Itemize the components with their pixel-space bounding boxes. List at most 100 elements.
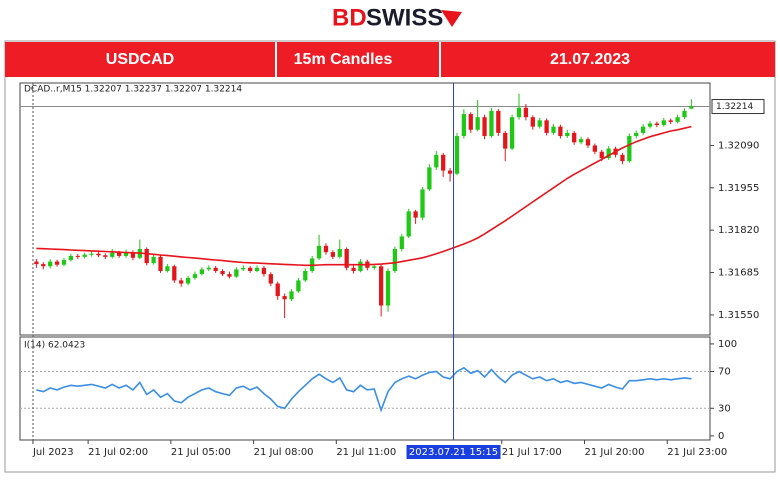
rsi-tick-label: 100 xyxy=(718,339,737,350)
candle-body xyxy=(537,120,542,127)
candle-body xyxy=(296,280,301,292)
candle-body xyxy=(661,120,666,126)
candle-body xyxy=(551,126,556,133)
x-tick-label: 21 Jul 11:00 xyxy=(336,447,396,458)
candle-body xyxy=(689,106,694,109)
candle-body xyxy=(413,211,418,218)
candle-body xyxy=(261,267,267,275)
candle-body xyxy=(54,261,60,265)
candle-body xyxy=(627,136,632,162)
candle-body xyxy=(516,107,522,118)
candle-body xyxy=(578,139,584,143)
candle-body xyxy=(475,117,480,130)
candle-body xyxy=(158,256,163,271)
y-tick-label: 1.31685 xyxy=(718,268,759,279)
candle-body xyxy=(599,151,604,159)
rsi-line xyxy=(36,366,692,413)
candle-body xyxy=(192,274,198,278)
candle-body xyxy=(592,145,597,152)
candle-body xyxy=(34,261,39,265)
candle-body xyxy=(41,264,46,267)
candle-body xyxy=(130,252,136,258)
candle-body xyxy=(234,269,239,277)
x-tick-label: Jul 2023 xyxy=(32,447,74,458)
candle-body xyxy=(248,267,253,271)
candle-body xyxy=(289,291,294,300)
logo-swiss: SWISS xyxy=(366,4,443,31)
candle-body xyxy=(565,132,570,137)
candle-body xyxy=(117,252,122,256)
logo-arrow xyxy=(441,10,462,27)
x-tick-label: 21 Jul 20:00 xyxy=(585,447,645,458)
header-timeframe: 15m Candles xyxy=(294,51,393,68)
candle-body xyxy=(654,123,660,126)
candle-body xyxy=(199,269,205,275)
candle-body xyxy=(647,123,653,127)
y-tick-label: 1.32090 xyxy=(718,140,759,151)
rsi-label: I(14) 62.0423 xyxy=(24,341,85,351)
candle-body xyxy=(351,267,356,271)
crosshair-label: 2023.07.21 15:15 xyxy=(409,447,498,458)
candle-body xyxy=(461,114,467,137)
candle-body xyxy=(337,249,342,257)
candle-body xyxy=(330,252,336,257)
candle-body xyxy=(454,136,460,174)
candle-body xyxy=(544,120,549,133)
candle-body xyxy=(103,255,108,257)
candle-body xyxy=(48,261,53,267)
x-tick-label: 21 Jul 23:00 xyxy=(667,447,727,458)
rsi-tick-label: 30 xyxy=(718,403,731,414)
x-tick-label: 21 Jul 08:00 xyxy=(254,447,314,458)
candle-body xyxy=(558,126,563,137)
candle-body xyxy=(399,236,404,250)
candle-body xyxy=(75,255,80,257)
rsi-tick-label: 0 xyxy=(718,431,724,442)
candle-body xyxy=(640,126,646,133)
candle-body xyxy=(123,252,129,256)
x-tick-label: 21 Jul 17:00 xyxy=(502,447,562,458)
candle-body xyxy=(358,261,363,271)
candle-body xyxy=(406,211,411,237)
symbol-info: DCAD..r,M15 1.32207 1.32237 1.32207 1.32… xyxy=(24,85,242,95)
candle-body xyxy=(447,170,453,174)
candle-body xyxy=(392,249,398,271)
candle-body xyxy=(668,120,673,122)
candle-body xyxy=(606,148,611,159)
candle-body xyxy=(61,259,67,265)
candle-body xyxy=(620,154,625,162)
candle-body xyxy=(441,154,446,171)
candle-body xyxy=(303,270,308,281)
candle-body xyxy=(254,267,260,271)
candle-body xyxy=(434,154,439,168)
candle-body xyxy=(68,255,74,260)
rsi-tick-label: 70 xyxy=(718,366,731,377)
candle-body xyxy=(220,270,225,275)
y-tick-label: 1.31955 xyxy=(718,183,759,194)
candle-body xyxy=(316,245,322,259)
candle-body xyxy=(634,132,639,137)
candle-body xyxy=(509,117,515,149)
last-price-label: 1.32214 xyxy=(716,102,753,112)
candle-body xyxy=(89,253,94,255)
header-symbol: USDCAD xyxy=(106,51,174,68)
y-tick-label: 1.31550 xyxy=(718,310,759,321)
candle-body xyxy=(482,117,487,137)
candle-body xyxy=(96,253,101,256)
last-price-box xyxy=(711,99,765,115)
candle-body xyxy=(275,283,280,297)
candle-body xyxy=(489,110,494,137)
candle-body xyxy=(151,256,156,264)
main-panel xyxy=(19,82,711,336)
candle-body xyxy=(503,132,508,149)
candle-body xyxy=(675,117,680,122)
candle-body xyxy=(427,167,432,190)
logo-bd: BD xyxy=(332,4,367,31)
candle-body xyxy=(572,132,577,143)
candle-body xyxy=(268,274,273,284)
candle-body xyxy=(144,249,149,264)
candle-body xyxy=(185,277,191,284)
moving-average xyxy=(36,125,692,267)
candle-body xyxy=(323,245,329,253)
